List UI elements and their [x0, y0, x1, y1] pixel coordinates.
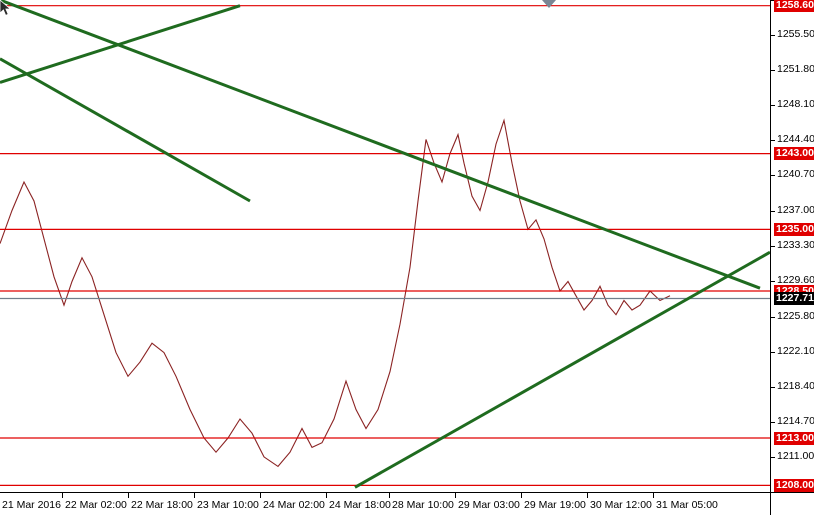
price-tick	[771, 456, 775, 458]
trendline-ascending-top[interactable]	[0, 4, 241, 84]
time-tick	[326, 493, 327, 498]
time-tick	[587, 493, 588, 498]
time-tick-label: 21 Mar 2016	[2, 499, 61, 511]
chart-canvas	[0, 0, 770, 489]
chart-plot-area[interactable]	[0, 0, 770, 492]
price-level-tag[interactable]: 1243.00	[774, 147, 814, 161]
time-tick-label: 29 Mar 19:00	[524, 499, 586, 511]
price-tick	[771, 245, 775, 247]
price-level-tag[interactable]: 1235.00	[774, 222, 814, 236]
price-tick-label: 1251.80	[777, 63, 814, 76]
price-tick	[771, 70, 775, 72]
time-tick	[194, 493, 195, 498]
price-tick	[771, 0, 775, 1]
time-tick	[260, 493, 261, 498]
time-tick-label: 29 Mar 03:00	[458, 499, 520, 511]
price-tick	[771, 210, 775, 212]
time-tick	[653, 493, 654, 498]
price-tick-label: 1240.70	[777, 168, 814, 181]
time-tick-label: 28 Mar 10:00	[392, 499, 454, 511]
time-tick-label: 31 Mar 05:00	[656, 499, 718, 511]
price-tick-label: 1248.10	[777, 98, 814, 111]
time-tick	[521, 493, 522, 498]
chevron-down-icon	[542, 0, 556, 8]
price-tick-label: 1255.50	[777, 28, 814, 41]
current-price-tag[interactable]: 1227.71	[774, 292, 814, 305]
price-tick	[771, 175, 775, 177]
price-tick-label: 1222.10	[777, 344, 814, 357]
mouse-arrow-icon	[0, 0, 12, 16]
price-scale[interactable]: 1259.201255.501251.801248.101244.401240.…	[770, 0, 814, 497]
price-tick	[771, 421, 775, 423]
price-tick-label: 1244.40	[777, 133, 814, 146]
price-level-tag[interactable]: 1258.60	[774, 0, 814, 13]
price-tick	[771, 351, 775, 353]
time-tick-label: 24 Mar 02:00	[263, 499, 325, 511]
trendline-ascending-support[interactable]	[354, 250, 770, 489]
time-tick-label: 22 Mar 02:00	[65, 499, 127, 511]
time-tick	[389, 493, 390, 498]
trendline-descending-inner[interactable]	[0, 57, 251, 203]
price-tick	[771, 35, 775, 37]
price-tick-label: 1218.40	[777, 379, 814, 392]
trendline-descending-resistance[interactable]	[0, 0, 761, 290]
axis-corner	[770, 493, 814, 515]
price-tick-label: 1233.30	[777, 238, 814, 251]
time-tick-label: 23 Mar 10:00	[197, 499, 259, 511]
price-tick-label: 1237.00	[777, 203, 814, 216]
price-tick-label: 1229.60	[777, 273, 814, 286]
price-level-tag[interactable]: 1213.00	[774, 431, 814, 445]
price-tick	[771, 386, 775, 388]
time-tick	[62, 493, 63, 498]
time-tick-label: 30 Mar 12:00	[590, 499, 652, 511]
price-tick-label: 1225.80	[777, 309, 814, 322]
time-scale[interactable]: 21 Mar 2016 22 Mar 02:00 22 Mar 18:00 23 Ma…	[0, 492, 814, 515]
time-tick-label: 24 Mar 18:00	[329, 499, 391, 511]
price-tick	[771, 140, 775, 142]
price-tick	[771, 316, 775, 318]
price-level-tag[interactable]: 1208.00	[774, 478, 814, 492]
price-tick-label: 1211.00	[777, 449, 814, 462]
price-tick	[771, 280, 775, 282]
chikou-span-line	[0, 118, 671, 468]
time-tick	[128, 493, 129, 498]
time-tick	[455, 493, 456, 498]
price-tick	[771, 105, 775, 107]
price-tick-label: 1214.70	[777, 414, 814, 427]
time-tick-label: 22 Mar 18:00	[131, 499, 193, 511]
